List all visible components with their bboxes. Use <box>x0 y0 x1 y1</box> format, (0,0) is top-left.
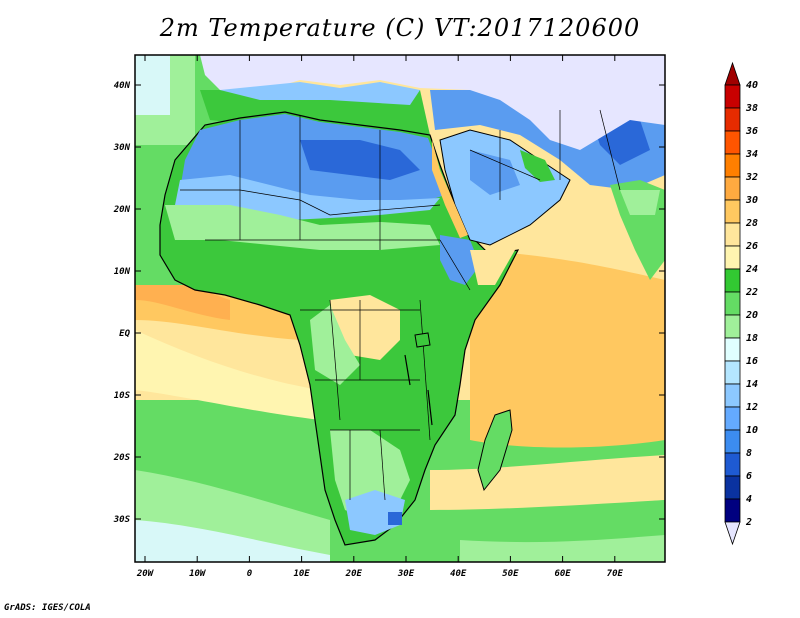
lat-label: 40N <box>114 81 131 91</box>
colorbar-swatch <box>724 337 741 362</box>
lat-label: 30N <box>113 143 131 153</box>
colorbar-swatch <box>724 291 741 316</box>
colorbar-swatch <box>724 383 741 408</box>
lat-label: EQ <box>119 329 130 339</box>
colorbar-label: 34 <box>745 149 758 160</box>
colorbar-swatch <box>724 268 741 293</box>
colorbar-swatch <box>724 498 741 523</box>
europe-blue <box>220 82 420 105</box>
colorbar-label: 14 <box>746 379 758 390</box>
colorbar-swatch <box>724 176 741 201</box>
temperature-field <box>135 55 665 562</box>
latitude-axis: 40N 30N 20N 10N EQ 10S 20S 30S <box>113 81 665 525</box>
colorbar-label: 10 <box>746 425 758 436</box>
lon-label: 30E <box>397 569 415 579</box>
colorbar-label: 28 <box>745 218 758 229</box>
colorbar-label: 12 <box>746 402 758 413</box>
colorbar-label: 24 <box>745 264 758 275</box>
ethiopian-highlands-blue <box>440 235 480 285</box>
colorbar-label: 2 <box>745 517 752 528</box>
colorbar-label: 30 <box>745 195 758 206</box>
colorbar-swatch <box>724 222 741 247</box>
colorbar-label: 20 <box>745 310 758 321</box>
sahel-pale-band <box>165 205 440 250</box>
lon-label: 60E <box>554 569 571 579</box>
europe-lavender <box>200 55 480 92</box>
colorbar-label: 26 <box>745 241 758 252</box>
india-pale <box>620 190 660 215</box>
colorbar-bottom-arrow <box>724 521 741 546</box>
indian-ocean-hot <box>470 250 665 448</box>
colorbar-swatch <box>724 245 741 270</box>
colorbar: 40 38 36 34 32 30 28 26 24 22 20 18 16 14 12 10 8 6 4 2 <box>724 61 758 546</box>
asia-lavender <box>470 55 665 150</box>
lon-label: 0 <box>247 569 253 579</box>
colorbar-swatch <box>724 429 741 454</box>
map-title: 2m Temperature (C) VT:2017120600 <box>159 14 641 42</box>
persian-gulf <box>520 150 555 182</box>
lake-malawi <box>427 389 433 426</box>
arabia-dark-patch <box>470 150 520 195</box>
country-borders <box>180 109 621 501</box>
colorbar-label: 38 <box>745 103 758 114</box>
sahara-dark-patch <box>300 140 420 180</box>
colorbar-label: 18 <box>746 333 758 344</box>
colorbar-label: 8 <box>746 448 752 459</box>
colorbar-label: 32 <box>745 172 758 183</box>
colorbar-swatch <box>724 199 741 224</box>
lat-label: 20S <box>113 453 131 463</box>
colorbar-label: 40 <box>746 80 758 91</box>
lon-label: 40E <box>450 569 467 579</box>
colorbar-top-arrow <box>724 61 741 86</box>
colorbar-label: 16 <box>746 356 758 367</box>
colorbar-swatch <box>724 107 741 132</box>
colorbar-swatch <box>724 153 741 178</box>
colorbar-swatch <box>724 475 741 500</box>
atlantic-warm-band <box>135 330 320 420</box>
lon-label: 20W <box>136 569 155 579</box>
lat-label: 10S <box>114 391 131 401</box>
colorbar-label: 4 <box>746 494 752 505</box>
colorbar-label: 22 <box>745 287 758 298</box>
colorbar-swatch <box>724 84 741 109</box>
colorbar-swatch <box>724 314 741 339</box>
lake-victoria <box>414 332 431 348</box>
lat-label: 10N <box>114 267 131 277</box>
lat-label: 20N <box>113 205 131 215</box>
longitude-axis: 20W 10W 0 10E 20E 30E 40E 50E 60E 70E <box>136 55 624 579</box>
congo-pale <box>310 305 360 385</box>
south-atlantic-cold-band <box>135 520 330 562</box>
grads-credit: GrADS: IGES/COLA <box>4 603 91 613</box>
lon-label: 10W <box>189 569 207 579</box>
map-frame <box>134 54 666 563</box>
south-indian-pale <box>460 535 665 562</box>
colorbar-swatch <box>724 360 741 385</box>
lake-tanganyika <box>404 354 411 386</box>
red-sea <box>432 140 468 238</box>
lon-label: 50E <box>502 569 519 579</box>
colorbar-swatch <box>724 130 741 155</box>
madagascar <box>477 409 513 492</box>
lat-label: 30S <box>113 515 131 525</box>
colorbar-label: 36 <box>745 126 758 137</box>
colorbar-swatch <box>724 452 741 477</box>
lon-label: 20E <box>345 569 363 579</box>
lesotho-cold <box>388 512 402 525</box>
colorbar-label: 6 <box>746 471 752 482</box>
lon-label: 10E <box>293 569 310 579</box>
colorbar-swatch <box>724 406 741 431</box>
horn-warm <box>470 250 515 285</box>
central-africa-warm <box>330 295 400 360</box>
lon-label: 70E <box>607 569 624 579</box>
